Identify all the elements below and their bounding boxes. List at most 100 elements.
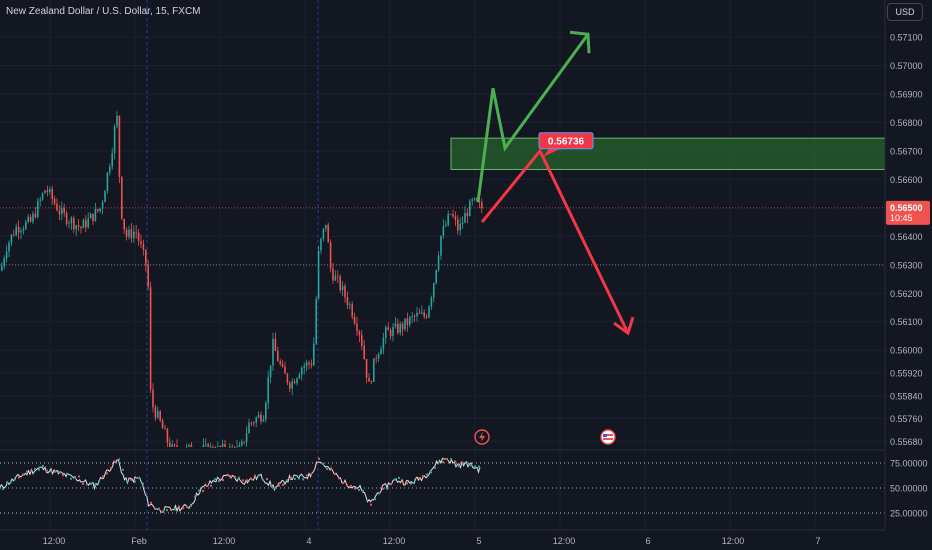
candle-body [277,351,279,362]
oscillator-mark [306,474,308,477]
candle-body [356,323,358,332]
oscillator-mark [70,477,72,480]
candle-body [421,312,423,314]
oscillator-mark [350,484,352,487]
oscillator-mark [318,457,320,460]
candle-body [375,358,377,360]
oscillator-mark [30,469,32,472]
candle-body [353,316,356,324]
candle-body [399,323,401,333]
price-tick-label: 0.55680 [890,437,923,447]
oscillator-line [0,457,481,514]
candle-body [320,238,322,251]
candle-body [262,419,265,422]
candle-body [207,444,209,447]
candle-body [265,402,267,420]
candle-body [437,255,440,270]
oscillator-mark [2,488,4,491]
price-axis-background [885,0,932,550]
candle-body [116,115,118,127]
oscillator-mark [46,469,48,472]
oscillator-mark [334,473,336,476]
candle-body [284,366,286,374]
candle-body [253,422,255,424]
candle-body [5,251,8,259]
oscillator-tick-label: 75.00000 [890,459,928,469]
candle-body [13,234,15,236]
economic-calendar-flag-icon[interactable] [600,429,616,445]
candle-body [440,235,442,256]
oscillator-mark [102,475,104,478]
candle-body [445,224,447,227]
candle-body [236,446,238,448]
oscillator-mark [190,504,192,507]
oscillator-mark [210,484,212,487]
candle-body [346,297,349,305]
lightning-event-icon[interactable] [474,429,490,445]
oscillator-mark [150,501,152,504]
flag-stripe [603,434,613,436]
candle-body [118,115,121,177]
oscillator-mark [214,478,216,481]
oscillator-mark [242,479,244,482]
candle-body [404,318,406,330]
candle-body [185,446,188,448]
oscillator-mark [154,507,156,510]
price-axis: 0.57100 0.57000 0.56900 0.56800 0.56700 0.566… [884,0,932,550]
candle-body [10,234,13,243]
oscillator-mark [346,484,348,487]
oscillator-mark [394,478,396,481]
candle-body [416,312,418,317]
price-tick-label: 0.57100 [890,33,923,43]
currency-button[interactable]: USD [887,3,923,21]
candle-body [212,446,214,448]
candle-body [99,208,101,211]
candle-body [325,224,327,229]
candle-body [341,285,344,291]
candle-body [293,381,296,384]
bearish-arrowhead [613,316,635,336]
candle-body [157,411,159,418]
price-tick-label: 0.56300 [890,260,923,270]
candle-body [164,428,166,430]
candlestick-series [1,111,483,448]
candle-body [377,354,380,359]
candle-body [423,312,425,317]
oscillator-mark [458,465,460,468]
oscillator-mark [398,476,400,479]
candle-body [15,226,17,236]
time-tick-label: 12:00 [383,536,406,546]
candle-body [334,275,337,281]
candle-body [8,242,10,252]
candle-body [373,358,375,382]
candle-body [397,323,399,333]
event-icons [474,429,616,445]
oscillator-mark [262,478,264,481]
candle-body [272,338,274,366]
candle-body [101,202,104,209]
candle-body [135,231,137,233]
candle-body [392,327,394,337]
candle-body [332,268,334,281]
candle-body [3,258,5,267]
time-tick-label: 5 [476,536,481,546]
candle-body [205,444,207,445]
candle-body [152,389,154,408]
oscillator-mark [358,488,360,491]
candle-body [459,224,461,231]
oscillator-mark [226,473,228,476]
target-label-pointer [543,148,561,157]
oscillator-mark [278,484,280,487]
candle-body [202,444,205,447]
oscillator-mark [50,470,52,473]
oscillator-mark [374,498,376,501]
price-tick-label: 0.57000 [890,61,923,71]
candle-body [133,231,135,239]
candle-body [214,447,217,448]
candle-body [413,316,416,317]
oscillator-mark [246,479,248,482]
oscillator-mark [418,477,420,480]
oscillator-mark [98,479,100,482]
candle-body [380,349,382,355]
